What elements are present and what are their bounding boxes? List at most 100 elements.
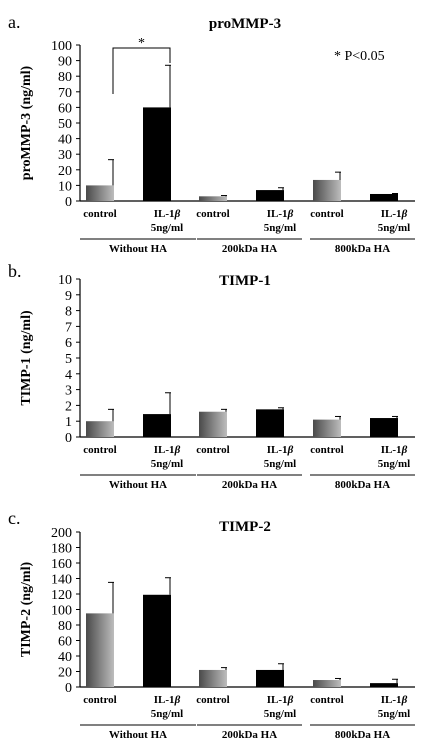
y-tick-label: 4 [65,368,72,383]
y-tick-label: 200 [51,526,72,541]
bar-5 [313,419,341,437]
panel-letter: c. [8,508,21,528]
y-tick-label: 10 [58,273,72,288]
y-tick-label: 0 [65,195,72,210]
y-tick-label: 180 [51,542,72,557]
chart-title: TIMP-2 [219,519,271,535]
bar-4 [256,669,284,687]
bar-1 [86,185,114,201]
category-label: IL-1β [154,444,181,456]
y-tick-label: 70 [58,86,72,101]
bar-3 [199,669,227,687]
category-label: IL-1β [381,208,408,220]
category-label: control [196,694,229,706]
category-label: 5ng/ml [151,222,183,234]
category-label: control [83,208,116,220]
bar-1 [86,421,114,437]
y-tick-label: 60 [58,635,72,650]
chart-title: proMMP-3 [209,16,281,32]
category-label: 5ng/ml [264,708,296,720]
chart-title: TIMP-1 [219,273,271,289]
significance-bracket [112,47,171,94]
category-label: IL-1β [381,444,408,456]
group-label: 800kDa HA [335,479,390,491]
y-tick-label: 120 [51,588,72,603]
category-label: 5ng/ml [378,708,410,720]
bar-5 [313,680,341,687]
bar-4 [256,409,284,437]
category-label: control [310,694,343,706]
panel-3: c. TIMP-2 TIMP-2 (ng/ml) 020406080100120140… [8,508,415,741]
y-tick-label: 2 [65,399,72,414]
category-label: IL-1β [267,694,294,706]
significance-marker: * [138,36,145,51]
bar-6 [370,418,398,437]
y-tick-label: 50 [58,117,72,132]
category-label: control [83,444,116,456]
y-tick-label: 3 [65,384,72,399]
y-tick-label: 60 [58,101,72,116]
y-tick-label: 1 [65,415,72,430]
y-tick-label: 6 [65,336,72,351]
y-tick-label: 10 [58,179,72,194]
bar-4 [256,190,284,201]
y-tick-label: 7 [65,320,72,335]
group-label: 800kDa HA [335,729,390,741]
y-tick-label: 30 [58,148,72,163]
y-tick-label: 40 [58,133,72,148]
y-tick-label: 140 [51,573,72,588]
group-label: 800kDa HA [335,243,390,255]
bar-2 [143,594,171,687]
category-label: 5ng/ml [378,222,410,234]
category-label: 5ng/ml [264,458,296,470]
y-tick-label: 0 [65,431,72,446]
bar-3 [199,196,227,201]
y-tick-label: 0 [65,681,72,696]
y-tick-label: 20 [58,164,72,179]
panel-letter: b. [8,261,22,281]
group-label: Without HA [109,479,167,491]
category-label: control [83,694,116,706]
p-value-note: * P<0.05 [334,49,385,64]
y-tick-label: 40 [58,650,72,665]
bar-3 [199,411,227,437]
panel-letter: a. [8,12,21,32]
y-tick-label: 90 [58,55,72,70]
y-axis-label: proMMP-3 (ng/ml) [19,65,34,180]
y-tick-label: 80 [58,70,72,85]
y-axis-label: TIMP-2 (ng/ml) [19,562,34,658]
category-label: IL-1β [154,694,181,706]
category-label: control [310,208,343,220]
y-axis-label: TIMP-1 (ng/ml) [19,310,34,406]
category-label: control [196,444,229,456]
category-label: 5ng/ml [378,458,410,470]
panel-1: a. proMMP-3 proMMP-3 (ng/ml) 01020304050607… [8,12,415,255]
y-tick-label: 20 [58,666,72,681]
y-tick-label: 5 [65,352,72,367]
y-tick-label: 80 [58,619,72,634]
bar-2 [143,107,171,201]
group-label: Without HA [109,729,167,741]
category-label: IL-1β [154,208,181,220]
category-label: IL-1β [267,208,294,220]
group-label: 200kDa HA [222,479,277,491]
bar-1 [86,613,114,687]
group-label: 200kDa HA [222,243,277,255]
bar-6 [370,683,398,687]
category-label: 5ng/ml [151,458,183,470]
bar-6 [370,193,398,201]
category-label: IL-1β [381,694,408,706]
group-label: 200kDa HA [222,729,277,741]
y-tick-label: 100 [51,39,72,54]
category-label: 5ng/ml [264,222,296,234]
category-label: IL-1β [267,444,294,456]
category-label: control [196,208,229,220]
y-tick-label: 9 [65,289,72,304]
y-tick-label: 160 [51,557,72,572]
bar-2 [143,414,171,437]
y-tick-label: 100 [51,604,72,619]
category-label: 5ng/ml [151,708,183,720]
bar-5 [313,179,341,201]
